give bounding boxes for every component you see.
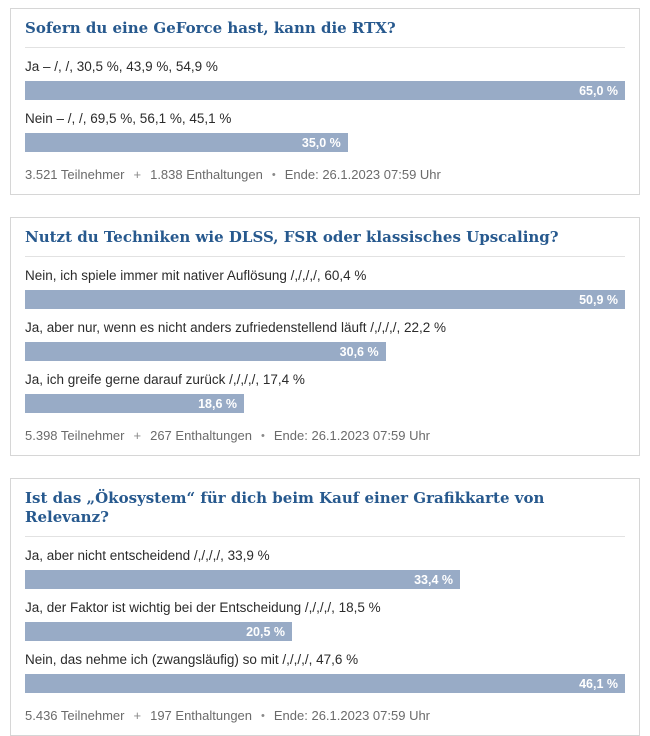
poll-footer: 3.521 Teilnehmer + 1.838 Enthaltungen • …: [25, 167, 625, 182]
poll-result-bar: 18,6 %: [25, 394, 244, 413]
poll-result-percent: 50,9 %: [579, 292, 618, 307]
poll-option-label: Nein, ich spiele immer mit nativer Auflö…: [25, 268, 367, 283]
poll-end-date: Ende: 26.1.2023 07:59 Uhr: [273, 708, 431, 723]
poll-option: Ja, aber nur, wenn es nicht anders zufri…: [25, 319, 625, 361]
poll-option-label: Ja – /, /, 30,5 %, 43,9 %, 54,9 %: [25, 59, 218, 74]
poll-result-percent: 65,0 %: [579, 83, 618, 98]
poll-option-label: Ja, aber nicht entscheidend /,/,/,/, 33,…: [25, 548, 270, 563]
poll-card-3: Ist das „Ökosystem“ für dich beim Kauf e…: [10, 478, 640, 736]
poll-option-label: Nein – /, /, 69,5 %, 56,1 %, 45,1 %: [25, 111, 232, 126]
poll-option-label: Ja, ich greife gerne darauf zurück /,/,/…: [25, 372, 305, 387]
poll-option-label: Nein, das nehme ich (zwangsläufig) so mi…: [25, 652, 359, 667]
poll-results-page: Sofern du eine GeForce hast, kann die RT…: [10, 8, 640, 736]
poll-option: Nein – /, /, 69,5 %, 56,1 %, 45,1 % 35,0…: [25, 110, 625, 152]
poll-result-percent: 30,6 %: [339, 344, 379, 359]
participants-count: 5.398 Teilnehmer: [25, 428, 125, 443]
poll-footer: 5.436 Teilnehmer + 197 Enthaltungen • En…: [25, 708, 625, 723]
poll-option: Ja, der Faktor ist wichtig bei der Entsc…: [25, 599, 625, 641]
poll-end-date: Ende: 26.1.2023 07:59 Uhr: [273, 428, 431, 443]
poll-option: Nein, ich spiele immer mit nativer Auflö…: [25, 267, 625, 309]
poll-option: Ja, ich greife gerne darauf zurück /,/,/…: [25, 371, 625, 413]
abstentions-count: 1.838 Enthaltungen: [150, 167, 263, 182]
abstentions-count: 267 Enthaltungen: [150, 428, 253, 443]
poll-question: Nutzt du Techniken wie DLSS, FSR oder kl…: [25, 228, 625, 257]
poll-option: Ja – /, /, 30,5 %, 43,9 %, 54,9 % 65,0 %: [25, 58, 625, 100]
bullet-separator: •: [261, 709, 265, 722]
poll-option-label: Ja, der Faktor ist wichtig bei der Entsc…: [25, 600, 381, 615]
poll-card-2: Nutzt du Techniken wie DLSS, FSR oder kl…: [10, 217, 640, 456]
plus-separator: +: [133, 428, 142, 443]
bullet-separator: •: [271, 168, 276, 181]
poll-end-date: Ende: 26.1.2023 07:59 Uhr: [284, 167, 441, 182]
poll-card-1: Sofern du eine GeForce hast, kann die RT…: [10, 8, 640, 195]
participants-count: 5.436 Teilnehmer: [25, 708, 125, 723]
poll-result-bar: 20,5 %: [25, 622, 292, 641]
poll-option: Nein, das nehme ich (zwangsläufig) so mi…: [25, 651, 625, 693]
poll-result-bar: 30,6 %: [25, 342, 386, 361]
poll-result-percent: 46,1 %: [579, 676, 618, 691]
poll-option-label: Ja, aber nur, wenn es nicht anders zufri…: [25, 320, 446, 335]
poll-result-percent: 18,6 %: [198, 396, 237, 411]
poll-result-percent: 35,0 %: [301, 135, 341, 150]
poll-result-bar: 35,0 %: [25, 133, 348, 152]
plus-separator: +: [133, 708, 142, 723]
poll-result-percent: 33,4 %: [414, 572, 453, 587]
poll-result-percent: 20,5 %: [246, 624, 285, 639]
poll-option: Ja, aber nicht entscheidend /,/,/,/, 33,…: [25, 547, 625, 589]
poll-footer: 5.398 Teilnehmer + 267 Enthaltungen • En…: [25, 428, 625, 443]
bullet-separator: •: [261, 429, 265, 442]
plus-separator: +: [133, 167, 142, 182]
poll-question: Ist das „Ökosystem“ für dich beim Kauf e…: [25, 489, 625, 537]
abstentions-count: 197 Enthaltungen: [150, 708, 253, 723]
poll-result-bar: 50,9 %: [25, 290, 625, 309]
participants-count: 3.521 Teilnehmer: [25, 167, 125, 182]
poll-result-bar: 65,0 %: [25, 81, 625, 100]
poll-result-bar: 33,4 %: [25, 570, 460, 589]
poll-question: Sofern du eine GeForce hast, kann die RT…: [25, 19, 625, 48]
poll-result-bar: 46,1 %: [25, 674, 625, 693]
